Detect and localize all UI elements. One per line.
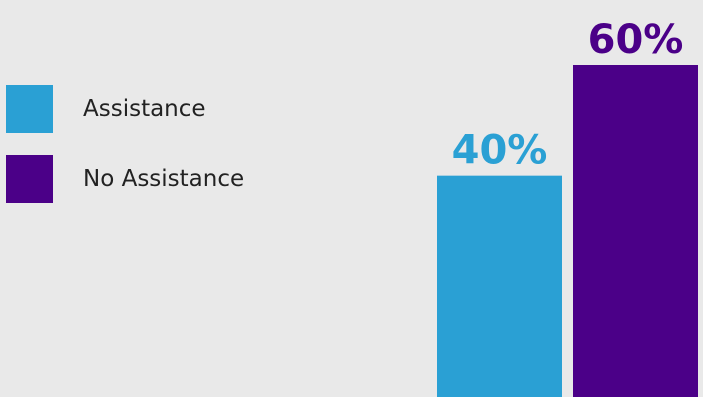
data-label-no-assistance: 60% bbox=[588, 17, 684, 63]
bar-assistance bbox=[437, 175, 562, 397]
legend-swatch-no-assistance bbox=[6, 155, 53, 203]
legend-item-assistance: Assistance bbox=[6, 85, 244, 133]
legend-swatch-assistance bbox=[6, 85, 53, 133]
legend-item-no-assistance: No Assistance bbox=[6, 155, 244, 203]
data-label-assistance: 40% bbox=[452, 128, 548, 174]
chart-legend: Assistance No Assistance bbox=[6, 85, 244, 225]
bar-no-assistance bbox=[573, 65, 698, 397]
legend-label-no-assistance: No Assistance bbox=[83, 166, 245, 192]
legend-label-assistance: Assistance bbox=[83, 96, 206, 122]
